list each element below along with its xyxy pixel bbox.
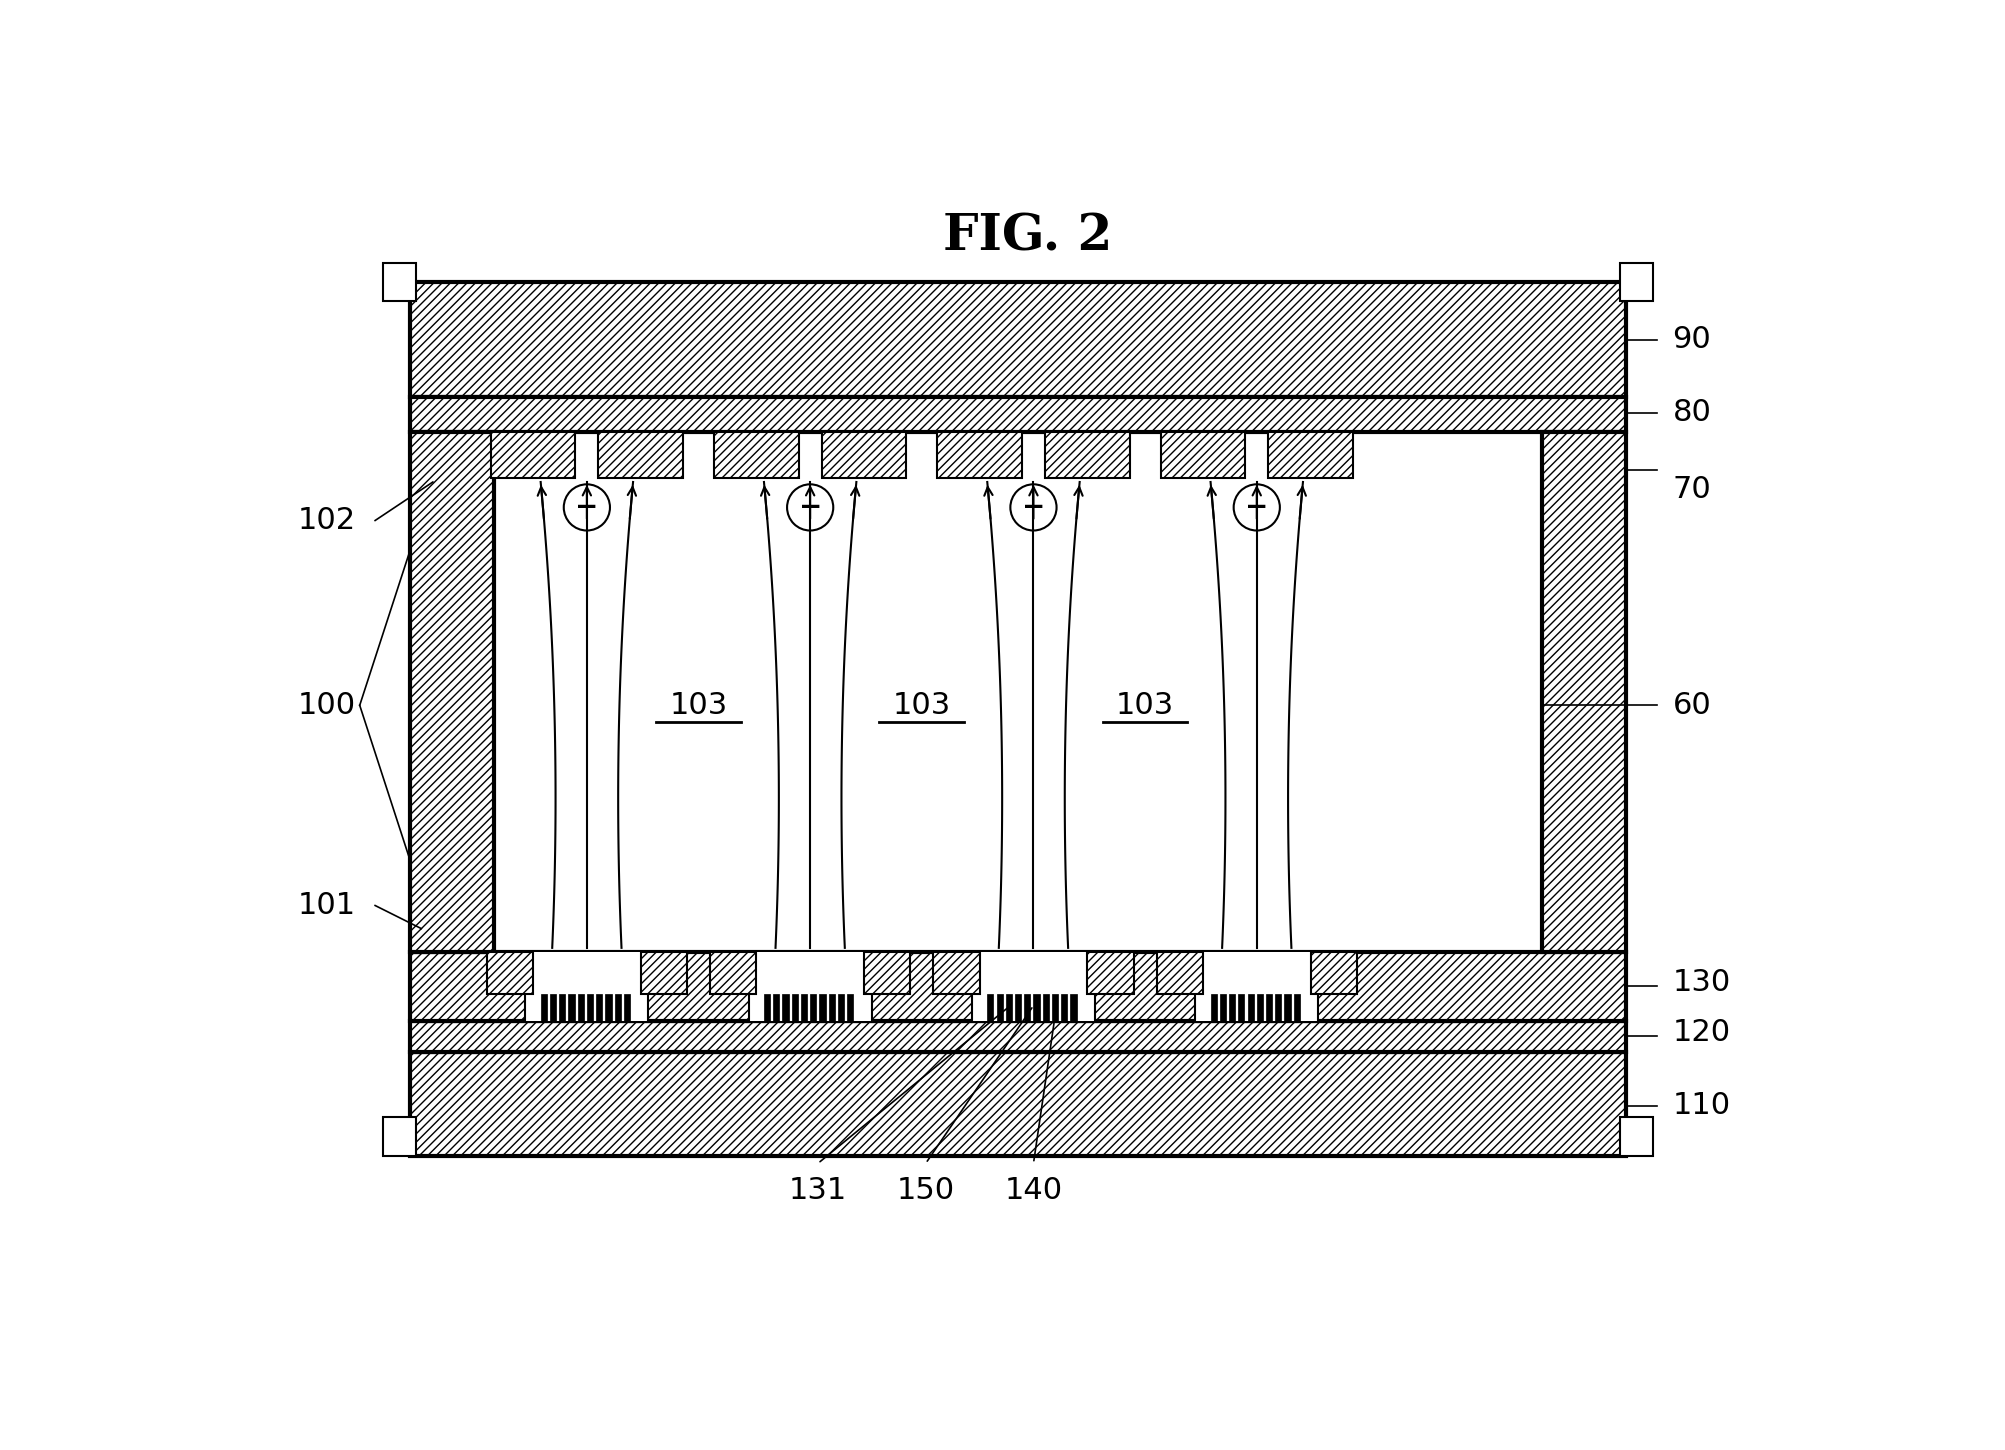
Bar (1045, 432, 1129, 478)
Bar (1061, 995, 1067, 1021)
Bar (1025, 995, 1031, 1021)
Bar (1195, 951, 1317, 1021)
Bar (383, 262, 415, 302)
Bar (409, 1021, 1626, 1051)
Bar (1257, 995, 1263, 1021)
Bar (1043, 995, 1049, 1021)
Bar (577, 995, 583, 1021)
Text: 120: 120 (1672, 1018, 1730, 1047)
Bar (1229, 995, 1235, 1021)
Bar (1247, 995, 1253, 1021)
Text: 130: 130 (1672, 969, 1730, 998)
Bar (996, 995, 1002, 1021)
Text: 70: 70 (1672, 476, 1710, 505)
Bar (1071, 995, 1077, 1021)
Bar (748, 951, 872, 1021)
Bar (409, 281, 1626, 397)
Text: −: − (1245, 493, 1267, 522)
Bar (587, 995, 593, 1021)
Bar (936, 432, 1021, 478)
Bar (491, 432, 575, 478)
Bar (567, 995, 573, 1021)
Bar (1087, 951, 1133, 995)
Bar (409, 1051, 1626, 1156)
Bar (409, 432, 493, 951)
Bar (782, 995, 788, 1021)
Bar (1620, 262, 1652, 302)
Text: 103: 103 (1115, 690, 1173, 719)
Text: 60: 60 (1672, 690, 1710, 719)
Bar (383, 1118, 415, 1156)
Text: 131: 131 (788, 1176, 846, 1205)
Bar (838, 995, 844, 1021)
Bar (640, 951, 686, 995)
Bar (595, 995, 602, 1021)
Text: 102: 102 (299, 506, 357, 535)
Bar (1005, 995, 1011, 1021)
Text: 80: 80 (1672, 399, 1710, 428)
Text: −: − (575, 493, 597, 522)
Circle shape (563, 484, 610, 531)
Bar (624, 995, 630, 1021)
Bar (710, 951, 756, 995)
Bar (597, 432, 684, 478)
Bar (1283, 995, 1289, 1021)
Bar (559, 995, 565, 1021)
Bar (1015, 995, 1021, 1021)
Bar (1033, 995, 1039, 1021)
Bar (1309, 951, 1355, 995)
Bar (714, 432, 798, 478)
Bar (1265, 995, 1271, 1021)
Bar (970, 951, 1095, 1021)
Text: 90: 90 (1672, 325, 1710, 354)
Bar (822, 432, 906, 478)
Bar (409, 397, 1626, 432)
Bar (549, 995, 555, 1021)
Text: 101: 101 (299, 890, 357, 919)
Text: 103: 103 (892, 690, 950, 719)
Bar (800, 995, 806, 1021)
Bar (792, 995, 798, 1021)
Bar (1237, 995, 1243, 1021)
Bar (487, 951, 533, 995)
Bar (772, 995, 780, 1021)
Circle shape (786, 484, 832, 531)
Bar (864, 951, 910, 995)
Bar (932, 951, 978, 995)
Text: 150: 150 (896, 1176, 954, 1205)
Bar (764, 995, 770, 1021)
Bar (541, 995, 547, 1021)
Text: 110: 110 (1672, 1092, 1730, 1121)
Bar (1275, 995, 1281, 1021)
Circle shape (1233, 484, 1279, 531)
Text: FIG. 2: FIG. 2 (942, 213, 1113, 261)
Bar (1209, 995, 1217, 1021)
Bar (1051, 995, 1057, 1021)
Text: 103: 103 (670, 690, 728, 719)
Bar (409, 951, 1626, 1021)
Text: −: − (798, 493, 822, 522)
Bar (1293, 995, 1299, 1021)
Text: 140: 140 (1005, 1176, 1063, 1205)
Text: −: − (1021, 493, 1045, 522)
Bar (1542, 432, 1626, 951)
Bar (1620, 1118, 1652, 1156)
Bar (828, 995, 834, 1021)
Bar (986, 995, 992, 1021)
Text: 100: 100 (299, 690, 357, 719)
Bar (1157, 951, 1203, 995)
Bar (1219, 995, 1225, 1021)
Bar (525, 951, 648, 1021)
Bar (846, 995, 852, 1021)
Bar (1267, 432, 1351, 478)
Bar (818, 995, 826, 1021)
Bar (606, 995, 612, 1021)
Bar (614, 995, 620, 1021)
Bar (1161, 432, 1245, 478)
Circle shape (1011, 484, 1057, 531)
Bar (810, 995, 816, 1021)
